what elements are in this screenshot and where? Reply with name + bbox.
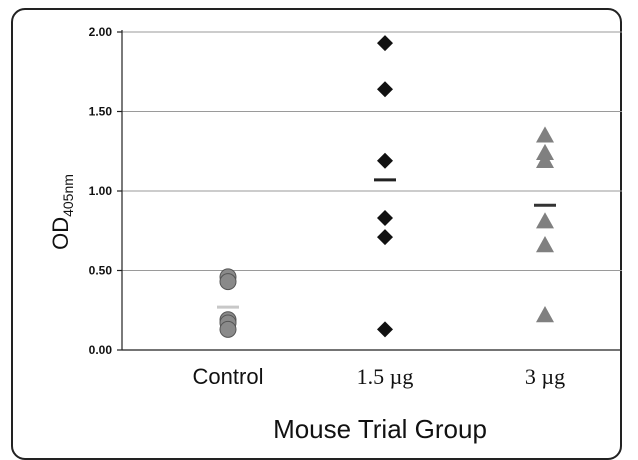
data-point-circle [219, 320, 237, 338]
y-tick-label: 1.50 [89, 105, 113, 119]
x-category-label: Control [193, 364, 264, 389]
data-point-triangle [536, 151, 554, 168]
y-ticks: 0.00 0.50 1.00 1.50 2.00 [89, 25, 122, 357]
data-point-triangle [536, 306, 554, 323]
grid-lines [122, 31, 622, 351]
group-means [217, 178, 556, 309]
data-point-diamond [377, 35, 393, 52]
x-category-label: 3 µg [525, 364, 565, 389]
y-axis-label: OD405nm [48, 174, 76, 250]
y-tick-label: 1.00 [89, 184, 113, 198]
data-point-circle [219, 273, 237, 291]
y-tick-label: 0.00 [89, 343, 113, 357]
x-category-label: 1.5 µg [357, 364, 414, 389]
data-point-diamond [377, 152, 393, 169]
data-point-triangle [536, 236, 554, 253]
category-labels: Control 1.5 µg 3 µg [193, 364, 566, 389]
y-tick-label: 2.00 [89, 25, 113, 39]
data-point-diamond [377, 210, 393, 227]
data-points [219, 35, 554, 338]
data-point-diamond [377, 321, 393, 338]
figure-frame [11, 8, 622, 460]
data-point-diamond [377, 229, 393, 246]
x-axis-label: Mouse Trial Group [273, 414, 487, 444]
scatter-chart: 0.00 0.50 1.00 1.50 2.00 Control 1.5 µg 3 µg O… [48, 25, 622, 444]
data-point-triangle [536, 126, 554, 143]
data-point-triangle [536, 212, 554, 229]
data-point-diamond [377, 81, 393, 98]
y-tick-label: 0.50 [89, 264, 113, 278]
